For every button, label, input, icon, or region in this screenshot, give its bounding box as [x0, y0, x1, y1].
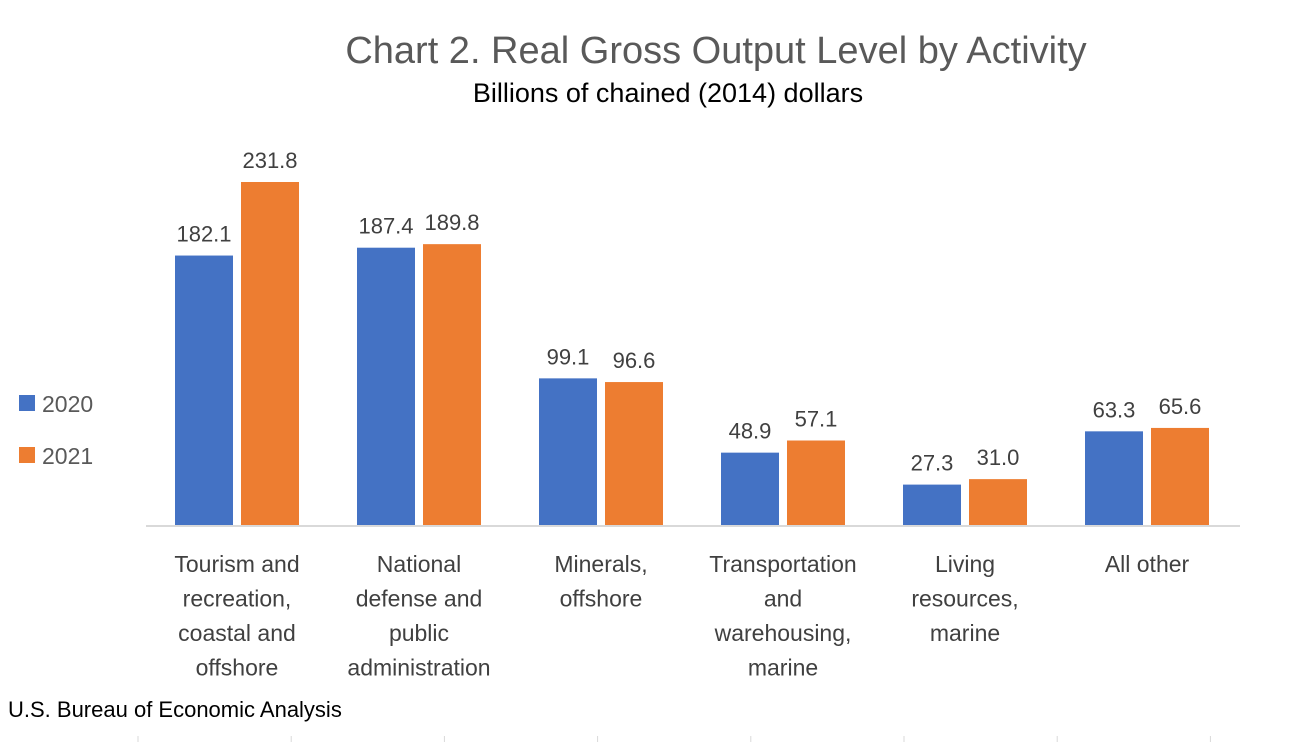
category-label-0: coastal and: [178, 620, 296, 646]
data-label-2020-4: 27.3: [911, 451, 954, 476]
bar-2021-0: [241, 182, 299, 525]
bar-2020-4: [903, 484, 961, 525]
legend: 2020 2021: [19, 391, 93, 469]
category-label-4: resources,: [911, 586, 1018, 612]
bars-group: 182.1 231.8 187.4 189.8 99.1 96.6 48.9 57.1 27.3…: [175, 148, 1209, 525]
category-label-4: Living: [935, 551, 995, 577]
category-label-0: offshore: [196, 655, 279, 681]
bar-2020-5: [1085, 431, 1143, 525]
category-label-3: Transportation: [709, 551, 856, 577]
data-label-2021-5: 65.6: [1159, 394, 1202, 419]
bottom-ticks: [137, 736, 1211, 742]
category-label-2: Minerals,: [554, 551, 647, 577]
data-label-2021-3: 57.1: [795, 407, 838, 432]
legend-swatch-2020: [19, 395, 35, 411]
chart-subtitle: Billions of chained (2014) dollars: [473, 78, 863, 108]
legend-label-2020: 2020: [42, 391, 93, 417]
source-note: U.S. Bureau of Economic Analysis: [8, 697, 342, 722]
bar-2020-1: [357, 247, 415, 525]
data-label-2020-2: 99.1: [547, 344, 590, 369]
category-label-3: and: [764, 586, 802, 612]
data-label-2021-0: 231.8: [242, 148, 297, 173]
data-label-2020-5: 63.3: [1093, 397, 1136, 422]
chart-title: Chart 2. Real Gross Output Level by Acti…: [345, 30, 1086, 72]
data-label-2020-3: 48.9: [729, 419, 772, 444]
bar-2021-3: [787, 440, 845, 525]
bar-2020-3: [721, 452, 779, 525]
bar-2021-1: [423, 244, 481, 525]
category-label-3: marine: [748, 655, 818, 681]
bar-2021-2: [605, 382, 663, 525]
data-label-2021-1: 189.8: [424, 210, 479, 235]
legend-swatch-2021: [19, 447, 35, 463]
bar-2021-5: [1151, 427, 1209, 525]
data-label-2020-0: 182.1: [176, 222, 231, 247]
category-label-3: warehousing,: [714, 620, 852, 646]
category-label-5: All other: [1105, 551, 1190, 577]
data-label-2021-2: 96.6: [613, 348, 656, 373]
category-label-4: marine: [930, 620, 1000, 646]
category-label-2: offshore: [560, 586, 643, 612]
bar-2020-2: [539, 378, 597, 525]
category-label-1: National: [377, 551, 461, 577]
category-label-1: defense and: [356, 586, 483, 612]
bar-2020-0: [175, 255, 233, 525]
data-label-2020-1: 187.4: [358, 214, 413, 239]
category-label-1: public: [389, 620, 449, 646]
category-label-0: Tourism and: [174, 551, 299, 577]
data-label-2021-4: 31.0: [977, 445, 1020, 470]
category-label-0: recreation,: [183, 586, 292, 612]
legend-label-2021: 2021: [42, 443, 93, 469]
category-labels: Tourism and recreation, coastal and offshor…: [174, 551, 1189, 681]
category-label-1: administration: [347, 655, 490, 681]
bar-2021-4: [969, 479, 1027, 525]
